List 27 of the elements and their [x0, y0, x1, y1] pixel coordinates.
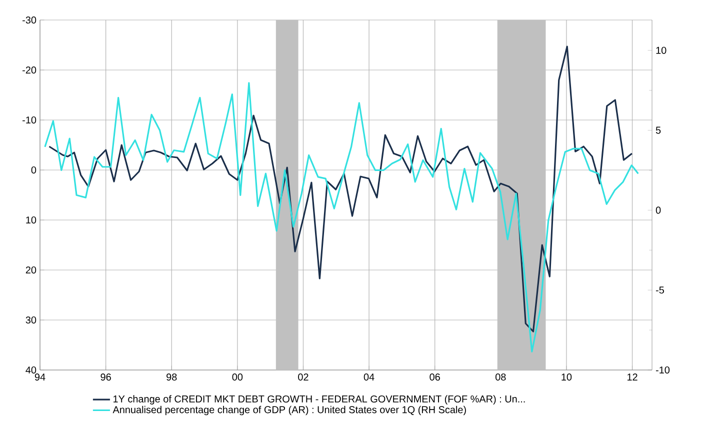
legend-label: 1Y change of CREDIT MKT DEBT GROWTH - FEDERAL GOVERNMENT (FOF %AR) : Un... — [114, 395, 525, 404]
line-series — [48, 46, 633, 332]
x-tick-label: 00 — [232, 374, 243, 381]
y-tick-label: -30 — [22, 16, 36, 24]
y-tick-label: 30 — [26, 316, 36, 324]
x-tick-label: 94 — [34, 374, 46, 381]
x-tick-label: 98 — [166, 374, 177, 381]
x-tick-label: 12 — [627, 374, 638, 380]
x-tick-label: 96 — [100, 374, 111, 381]
y2-tick-label: 10 — [656, 46, 666, 54]
y2-tick-label: 0 — [656, 206, 661, 214]
y-tick-label: 40 — [26, 366, 36, 374]
y-tick-label: 20 — [26, 266, 36, 274]
legend-label: Annualised percentage change of GDP (AR) : United States over 1Q (RH Scale) — [112, 406, 466, 416]
x-tick-label: 06 — [430, 374, 440, 381]
line-series — [44, 82, 639, 352]
y2-tick-label: 5 — [656, 126, 661, 134]
y-tick-label: -20 — [22, 66, 36, 74]
x-tick-label: 04 — [364, 374, 374, 381]
x-tick-label: 02 — [298, 374, 308, 381]
y2-tick-label: -10 — [656, 366, 670, 374]
y-tick-label: 10 — [26, 216, 36, 224]
x-tick-label: 10 — [562, 374, 572, 381]
y-tick-label: -10 — [22, 116, 36, 124]
y-tick-label: 0 — [31, 166, 36, 174]
y2-tick-label: -5 — [656, 286, 664, 294]
x-tick-label: 08 — [496, 374, 506, 381]
